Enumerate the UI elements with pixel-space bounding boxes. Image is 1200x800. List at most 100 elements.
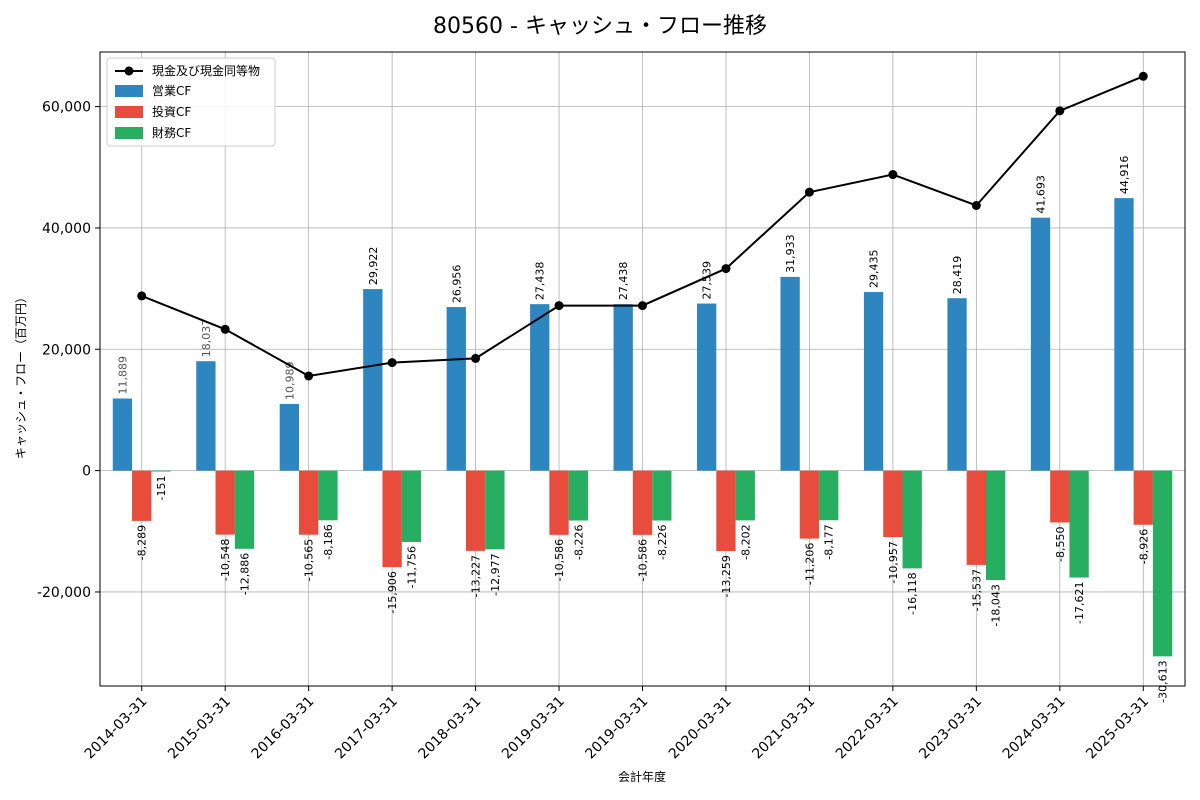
bar-financing [234, 470, 255, 549]
bar-data-label: -10,586 [553, 539, 566, 581]
bar-data-label: 41,693 [1035, 175, 1048, 214]
cash-equivalents-point [554, 301, 564, 311]
x-tick-label: 2021-03-31 [749, 694, 818, 763]
cash-equivalents-point [387, 358, 397, 368]
bar-data-label: 11,889 [116, 356, 129, 395]
bar-data-label: 18,037 [200, 319, 213, 358]
bar-investing [883, 470, 903, 538]
y-tick-label: 60,000 [42, 100, 91, 116]
bar-operating [697, 303, 717, 471]
cash-equivalents-point [137, 291, 147, 301]
bar-financing [735, 470, 755, 521]
bar-data-label: -11,206 [803, 543, 816, 585]
bar-data-label: -10,957 [887, 541, 900, 583]
x-tick-label: 2014-03-31 [82, 694, 151, 763]
bar-financing [819, 470, 839, 521]
cash-equivalents-point [971, 200, 981, 210]
bar-data-label: 27,438 [617, 262, 630, 301]
cash-equivalents-point [220, 324, 230, 334]
bar-operating [1030, 217, 1051, 471]
bar-data-label: 26,956 [450, 265, 463, 304]
bar-operating [530, 304, 550, 471]
bar-financing [1069, 470, 1089, 578]
bar-financing [151, 470, 171, 472]
bar-data-label: -8,226 [656, 525, 669, 560]
bar-data-label: -10,586 [637, 539, 650, 581]
bar-operating [613, 304, 633, 471]
bar-investing [1133, 470, 1153, 525]
bar-data-label: 10,989 [283, 361, 296, 400]
x-tick-label: 2025-03-31 [1083, 694, 1152, 763]
y-tick-label: 0 [82, 464, 91, 480]
bar-data-label: -30,613 [1157, 660, 1170, 702]
bar-investing [549, 470, 569, 535]
bar-operating [279, 403, 300, 471]
y-tick-label: 40,000 [42, 221, 91, 237]
bar-data-label: -12,886 [238, 553, 251, 595]
x-axis-label: 会計年度 [618, 769, 666, 784]
legend-marker [124, 66, 134, 76]
cash-equivalents-point [471, 353, 481, 363]
bar-data-label: -16,118 [906, 572, 919, 614]
bar-investing [1050, 470, 1070, 523]
cash-equivalents-point [888, 170, 898, 180]
cash-equivalents-point [638, 301, 647, 311]
y-tick-label: -20,000 [37, 585, 91, 601]
legend-label: 財務CF [152, 125, 191, 140]
bar-data-label: -17,621 [1073, 582, 1086, 624]
bar-data-label: -18,043 [990, 584, 1003, 626]
x-tick-label: 2022-03-31 [833, 694, 902, 763]
y-tick-label: 20,000 [42, 342, 91, 358]
bar-data-label: -10,565 [303, 539, 316, 581]
bar-data-label: -8,550 [1054, 526, 1067, 561]
legend-swatch [115, 85, 143, 97]
chart-title: 80560 - キャッシュ・フロー推移 [433, 14, 767, 39]
bar-operating [1114, 198, 1134, 471]
bar-data-label: 44,916 [1118, 156, 1131, 195]
bar-data-label: -8,177 [823, 524, 836, 559]
x-tick-label: 2015-03-31 [165, 694, 234, 763]
legend-swatch [115, 127, 143, 139]
bar-financing [568, 470, 588, 521]
bar-data-label: -13,259 [720, 555, 733, 597]
cash-equivalents-point [804, 187, 814, 197]
legend-label: 営業CF [152, 84, 191, 98]
bar-financing [902, 470, 922, 569]
x-tick-label: 2020-03-31 [666, 694, 735, 763]
bar-operating [196, 361, 216, 471]
legend-swatch [115, 106, 143, 118]
bar-data-label: -10,548 [219, 539, 232, 581]
bar-operating [947, 298, 967, 471]
bar-data-label: 29,922 [367, 247, 380, 286]
bar-financing [1152, 470, 1173, 657]
y-axis-label: キャッシュ・フロー（百万円） [14, 291, 28, 459]
bar-operating [863, 292, 884, 471]
bar-financing [318, 470, 338, 521]
bar-financing [401, 470, 422, 542]
cash-equivalents-point [721, 264, 731, 274]
bar-investing [132, 470, 152, 521]
bar-data-label: -8,926 [1137, 529, 1150, 564]
x-tick-label: 2018-03-31 [416, 694, 485, 763]
cash-equivalents-point [1138, 71, 1148, 81]
bar-data-label: -151 [155, 476, 168, 501]
bar-operating [446, 307, 466, 471]
bar-financing [985, 470, 1006, 581]
cash-equivalents-point [1055, 106, 1065, 116]
legend-box [106, 57, 276, 147]
bar-investing [299, 470, 319, 535]
cash-equivalents-point [304, 371, 314, 381]
bar-operating [363, 289, 383, 471]
x-tick-label: 2017-03-31 [332, 694, 401, 763]
bar-data-label: 29,435 [868, 250, 881, 289]
bar-operating [112, 398, 133, 471]
bar-financing [485, 470, 505, 550]
bar-investing [465, 470, 486, 551]
x-tick-label: 2023-03-31 [916, 694, 985, 763]
x-tick-label: 2024-03-31 [1000, 694, 1069, 763]
bar-data-label: -15,906 [386, 571, 399, 613]
x-tick-label: 2019-03-31 [499, 694, 568, 763]
bar-data-label: 27,438 [534, 262, 547, 301]
legend-label: 現金及び現金同等物 [152, 63, 260, 78]
